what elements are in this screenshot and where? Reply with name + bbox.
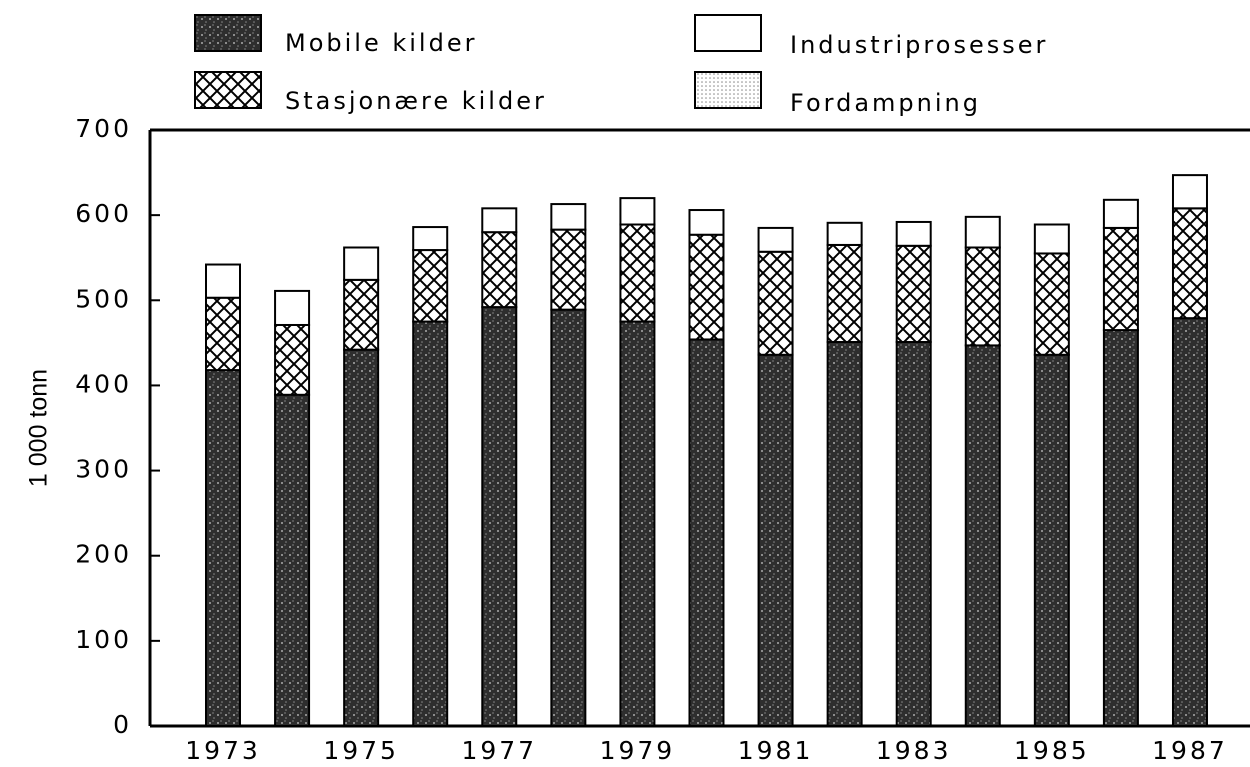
- legend-label: Fordampning: [790, 89, 981, 117]
- x-tick-label: 1973: [185, 736, 261, 765]
- legend-swatch: [694, 14, 762, 52]
- bar-segment: [412, 320, 449, 727]
- bar-segment: [826, 243, 863, 344]
- bar-segment: [205, 296, 241, 372]
- bar-segment: [205, 263, 241, 299]
- bar-segment: [826, 341, 863, 727]
- y-tick-label: 400: [75, 369, 132, 398]
- bar-segment: [550, 203, 587, 231]
- bar-segment: [757, 250, 794, 356]
- legend-label: Stasjonære kilder: [285, 87, 547, 115]
- x-tick-label: 1979: [600, 736, 676, 765]
- x-tick-label: 1987: [1152, 736, 1228, 765]
- y-tick-label: 0: [113, 710, 132, 739]
- y-axis-label: 1 000 tonn: [25, 369, 53, 487]
- bar-segment: [1171, 174, 1208, 210]
- legend-swatch: [194, 14, 262, 52]
- bar-segment: [1033, 353, 1070, 727]
- bar-segment: [412, 249, 449, 323]
- bar-segment: [688, 233, 725, 341]
- bar-segment: [343, 278, 380, 351]
- x-tick-label: 1981: [738, 736, 814, 765]
- y-tick-label: 700: [75, 114, 132, 143]
- legend-swatch: [194, 71, 262, 109]
- bar-segment: [481, 231, 518, 309]
- bar-segment: [895, 220, 932, 247]
- bar-segment: [964, 344, 1001, 727]
- bar-segment: [343, 246, 380, 281]
- bar-segment: [1033, 252, 1070, 356]
- y-tick-label: 200: [75, 540, 132, 569]
- bar-segment: [343, 348, 380, 727]
- bar-segment: [757, 226, 794, 253]
- y-tick-label: 300: [75, 455, 132, 484]
- x-tick-label: 1983: [876, 736, 952, 765]
- bar-segment: [274, 323, 311, 396]
- bar-segment: [550, 228, 587, 311]
- bar-segment: [274, 393, 311, 727]
- bar-segment: [895, 244, 932, 344]
- bar-segment: [1033, 223, 1070, 255]
- bar-segment: [619, 320, 656, 727]
- y-tick-label: 500: [75, 284, 132, 313]
- bar-segment: [1102, 198, 1139, 229]
- bar-segment: [1171, 317, 1208, 727]
- x-tick-label: 1977: [461, 736, 537, 765]
- bar-segment: [274, 289, 311, 326]
- bar-segment: [619, 223, 656, 323]
- bar-segment: [1102, 226, 1139, 332]
- bar-segment: [550, 308, 587, 727]
- bar-segment: [964, 215, 1001, 249]
- bar-segment: [619, 197, 656, 226]
- legend-swatch: [694, 71, 762, 109]
- bar-segment: [481, 207, 518, 234]
- bar-segment: [481, 306, 518, 727]
- bar-segment: [688, 338, 725, 727]
- bar-segment: [895, 341, 932, 727]
- bar-segment: [412, 226, 449, 252]
- x-tick-label: 1985: [1014, 736, 1090, 765]
- bar-segment: [688, 209, 725, 236]
- legend-label: Industriprosesser: [790, 31, 1048, 59]
- bar-segment: [1102, 329, 1139, 727]
- y-tick-label: 100: [75, 625, 132, 654]
- bar-segment: [964, 246, 1001, 347]
- bar-segment: [205, 369, 241, 727]
- legend-label: Mobile kilder: [285, 29, 477, 57]
- x-tick-label: 1975: [323, 736, 399, 765]
- bar-segment: [757, 353, 794, 727]
- bar-segment: [1171, 207, 1208, 320]
- bar-segment: [826, 221, 863, 246]
- y-tick-label: 600: [75, 199, 132, 228]
